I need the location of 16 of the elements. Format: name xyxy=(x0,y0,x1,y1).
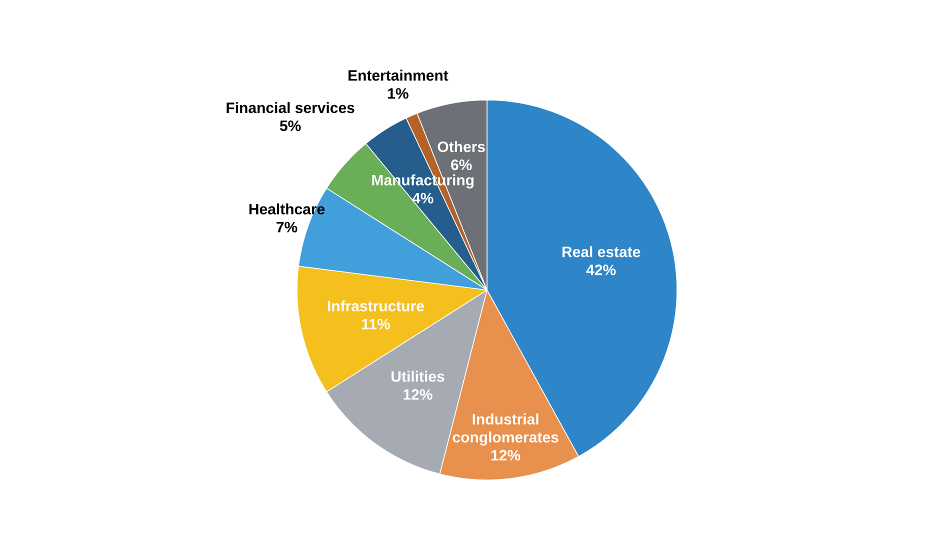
slice-label: Real estate xyxy=(562,246,640,258)
slice-label: Infrastructure xyxy=(328,300,424,312)
slice-label: Industrial conglomerates xyxy=(452,414,558,446)
data-label: 7% xyxy=(276,222,298,232)
data-label: 4% xyxy=(412,192,434,204)
data-label: 11% xyxy=(362,318,390,330)
slice-label: Entertainment xyxy=(348,70,448,81)
data-label: 6% xyxy=(451,160,472,170)
slice-label: Utilities xyxy=(392,370,444,382)
slice-label: Others xyxy=(438,141,485,152)
slice-label: Financial services xyxy=(226,102,354,114)
data-label: 1% xyxy=(388,88,408,99)
data-label: 5% xyxy=(280,120,301,132)
data-label: 12% xyxy=(492,450,520,461)
data-label: 12% xyxy=(404,389,432,400)
data-label: 42% xyxy=(586,264,616,276)
